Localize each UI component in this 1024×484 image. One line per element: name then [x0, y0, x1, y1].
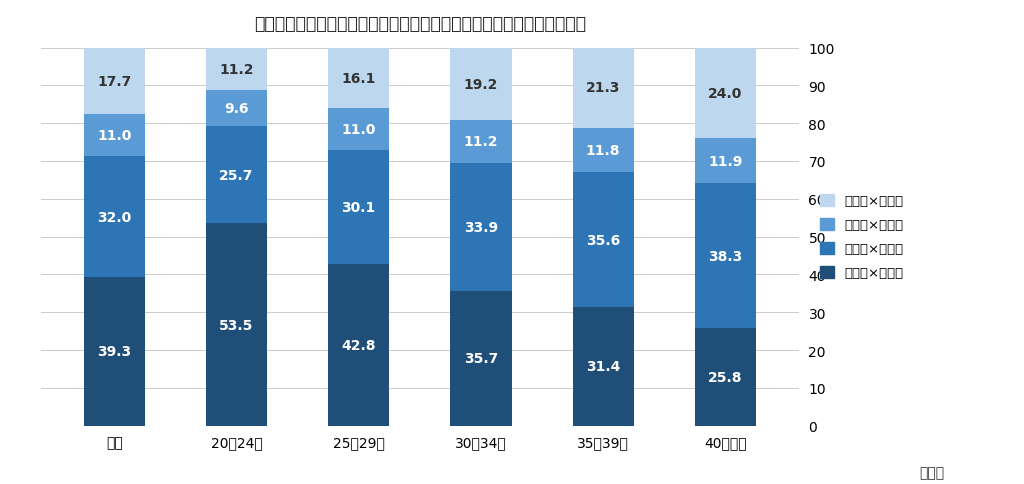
Text: 25.8: 25.8 [709, 370, 742, 384]
Bar [206, 91, 267, 127]
Text: 38.3: 38.3 [709, 249, 742, 263]
Bar [84, 115, 144, 157]
Text: 32.0: 32.0 [97, 210, 131, 224]
Text: 11.0: 11.0 [97, 129, 131, 143]
Text: 24.0: 24.0 [709, 87, 742, 101]
Text: 17.7: 17.7 [97, 75, 131, 89]
Bar [206, 48, 267, 91]
Text: 11.2: 11.2 [219, 62, 254, 76]
Text: 19.2: 19.2 [464, 77, 498, 91]
Text: 11.8: 11.8 [586, 144, 621, 158]
Bar [328, 151, 389, 264]
Text: 9.6: 9.6 [224, 102, 249, 116]
Bar [328, 264, 389, 426]
Text: （％）: （％） [920, 465, 944, 479]
Text: 21.3: 21.3 [586, 81, 621, 95]
Bar [206, 127, 267, 224]
Bar [572, 173, 634, 307]
Title: 【年齢別】転職時の業種・職種異同のパターン別割合（２０２２年度）: 【年齢別】転職時の業種・職種異同のパターン別割合（２０２２年度） [254, 15, 586, 33]
Text: 31.4: 31.4 [586, 360, 621, 374]
Bar [572, 48, 634, 128]
Text: 30.1: 30.1 [342, 200, 376, 214]
Text: 53.5: 53.5 [219, 318, 254, 332]
Bar [451, 48, 512, 121]
Bar [572, 128, 634, 173]
Bar [206, 224, 267, 426]
Bar [328, 109, 389, 151]
Bar [451, 121, 512, 163]
Bar [84, 277, 144, 426]
Bar [451, 163, 512, 291]
Bar [695, 184, 756, 329]
Text: 11.0: 11.0 [342, 123, 376, 137]
Bar [695, 329, 756, 426]
Bar [695, 139, 756, 184]
Legend: 同業種×同職種, 同業種×異職種, 異業種×同職種, 異業種×異職種: 同業種×同職種, 同業種×異職種, 異業種×同職種, 異業種×異職種 [820, 195, 903, 280]
Text: 42.8: 42.8 [341, 338, 376, 352]
Bar [84, 157, 144, 277]
Bar [572, 307, 634, 426]
Text: 39.3: 39.3 [97, 345, 131, 359]
Bar [695, 48, 756, 139]
Bar [84, 48, 144, 115]
Text: 33.9: 33.9 [464, 220, 498, 234]
Text: 11.2: 11.2 [464, 135, 499, 149]
Text: 11.9: 11.9 [709, 154, 742, 168]
Text: 25.7: 25.7 [219, 168, 254, 182]
Text: 35.7: 35.7 [464, 351, 498, 365]
Text: 16.1: 16.1 [342, 72, 376, 86]
Bar [451, 291, 512, 426]
Bar [328, 48, 389, 109]
Text: 35.6: 35.6 [586, 233, 621, 247]
